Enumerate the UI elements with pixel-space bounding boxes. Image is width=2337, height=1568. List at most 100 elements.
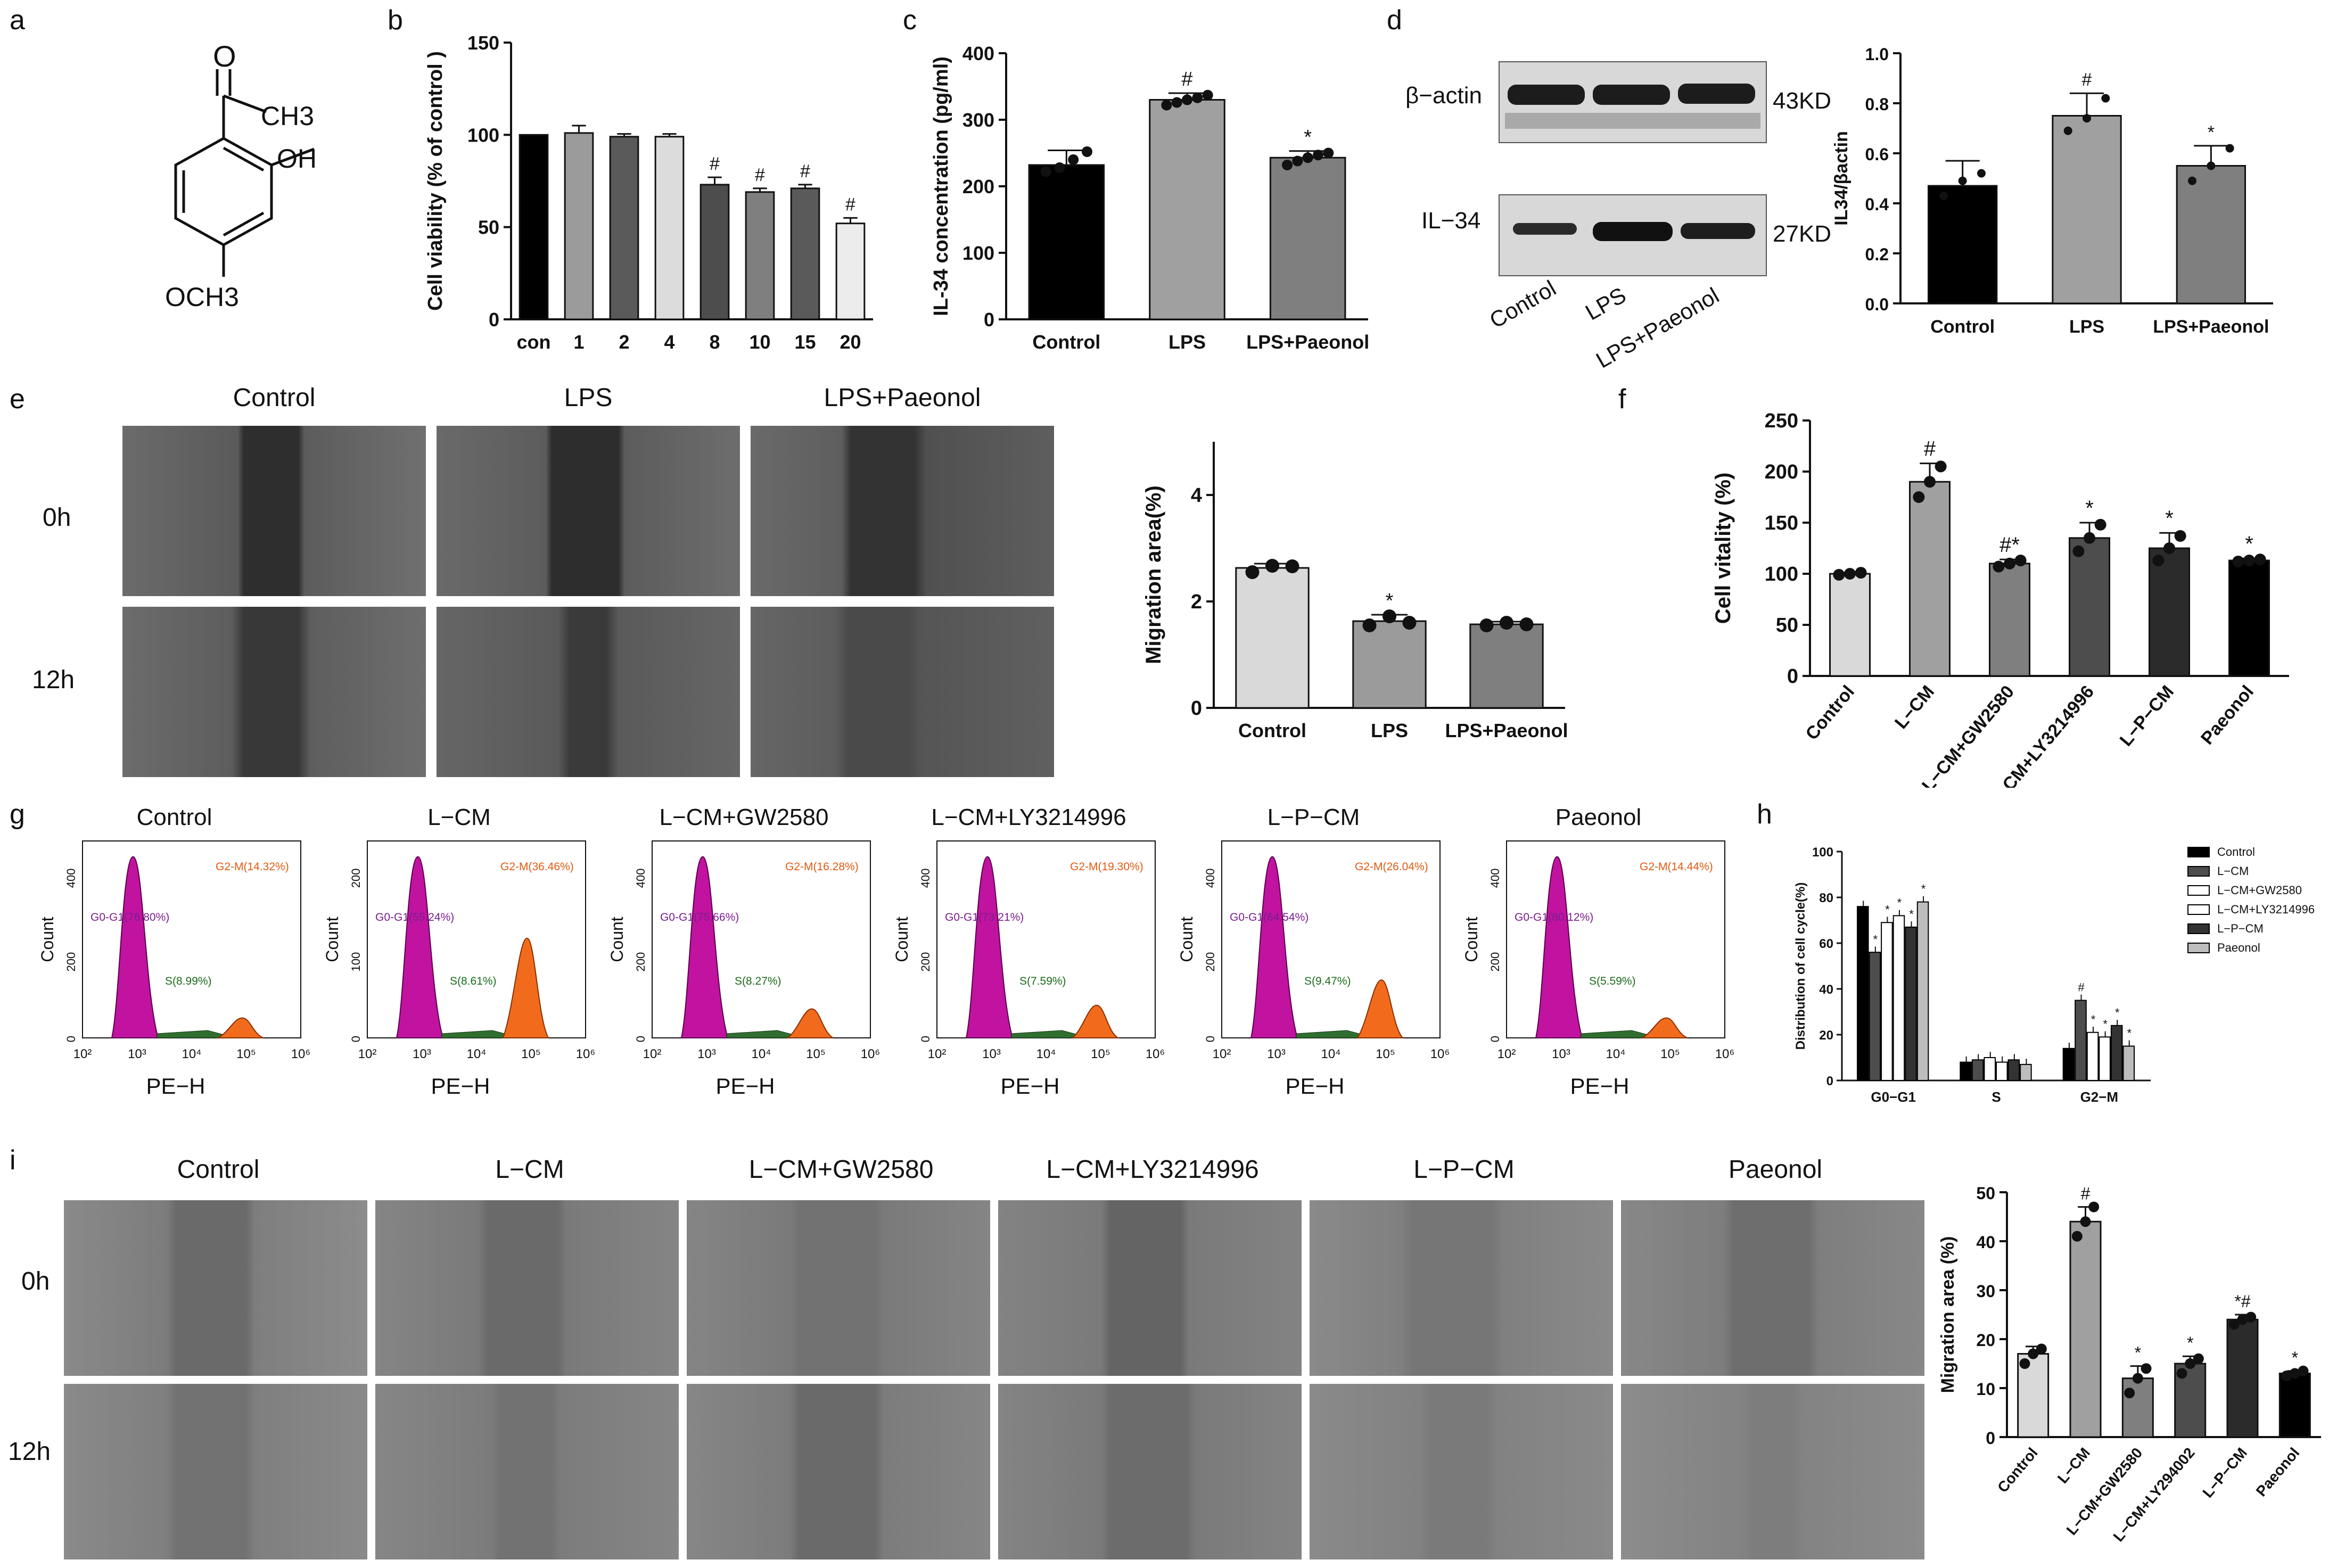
significance-mark: #	[755, 165, 765, 185]
actin-smear	[1505, 113, 1760, 129]
actin-band-lps	[1593, 85, 1670, 105]
significance-mark: #	[800, 161, 810, 181]
bar-2	[609, 136, 639, 320]
flow-y-tick: 200	[634, 952, 647, 972]
data-point	[2071, 1231, 2083, 1242]
x-category-label: 10	[749, 331, 770, 353]
data-point	[1519, 617, 1534, 631]
flow-x-tick: 10⁴	[1321, 1047, 1340, 1061]
data-point	[1977, 169, 1986, 178]
flow-x-tick: 10³	[128, 1047, 146, 1061]
methyl-group: CH3	[261, 101, 314, 131]
s-label: S(5.59%)	[1589, 975, 1636, 987]
data-point	[2083, 114, 2091, 123]
data-point	[1939, 191, 1948, 200]
y-tick-label: 40	[1819, 983, 1833, 997]
significance-mark: #	[845, 194, 855, 214]
y-axis-label: IL-34 concentration (pg/ml)	[930, 56, 952, 316]
panel-label-e: e	[10, 384, 25, 415]
scratch-i-lpcm-12h	[1310, 1384, 1613, 1559]
flow-x-tick: 10⁵	[1376, 1047, 1395, 1061]
bar-Control	[1028, 164, 1105, 320]
s-label: S(7.59%)	[1019, 975, 1066, 987]
flow-x-tick: 10³	[1552, 1047, 1570, 1061]
flow-x-tick: 10⁵	[806, 1047, 826, 1061]
data-point	[1245, 565, 1260, 579]
scratch-e-control-0h	[122, 426, 426, 596]
flow-y-tick: 400	[1204, 869, 1217, 888]
g2m-label: G2-M(36.46%)	[500, 861, 574, 873]
bar-L−CM	[2069, 1220, 2102, 1438]
y-tick-label: 200	[962, 176, 994, 197]
scratch-i-gw2580-0h	[687, 1200, 990, 1376]
scratch-e-title-control: Control	[233, 384, 316, 412]
scratch-e-lps-0h	[437, 426, 740, 596]
flow-y-tick: 200	[1204, 952, 1217, 972]
y-tick-label: 50	[1976, 1184, 1995, 1203]
significance-mark: *	[2187, 1333, 2193, 1352]
g0g1-peak	[1535, 856, 1582, 1038]
flow-y-tick: 0	[349, 1036, 363, 1042]
flow-y-tick: 0	[1204, 1036, 1217, 1042]
data-point	[1054, 162, 1065, 173]
actin-label: β−actin	[1405, 82, 1482, 109]
flow-y-tick: 0	[634, 1036, 647, 1042]
y-tick-label: 10	[1976, 1380, 1995, 1399]
flow-x-tick: 10⁵	[1660, 1047, 1680, 1061]
bar-L−CM-G2−M	[2075, 1000, 2087, 1081]
bar-20	[835, 222, 866, 320]
y-tick-label: 100	[467, 124, 499, 146]
scratch-e-control-12h	[122, 607, 426, 777]
significance-mark: *	[2292, 1348, 2298, 1367]
y-tick-label: 60	[1819, 937, 1833, 951]
flow-x-tick: 10⁶	[1146, 1047, 1165, 1061]
data-point	[2004, 557, 2015, 570]
flow-x-tick: 10⁴	[1036, 1047, 1056, 1061]
panel-label-a: a	[10, 5, 25, 36]
data-point	[1265, 559, 1279, 573]
scratch-i-paeonol-0h	[1621, 1200, 1924, 1376]
s-label: S(8.61%)	[450, 975, 497, 987]
bar-con	[519, 134, 549, 320]
flow-y-tick: 0	[64, 1036, 78, 1042]
g0g1-peak	[680, 856, 727, 1038]
panel-label-g: g	[10, 799, 25, 830]
flow-x-tick: 10⁶	[861, 1047, 881, 1061]
kd27-label: 27KD	[1773, 221, 1831, 247]
panel-label-h: h	[1757, 799, 1772, 830]
significance-mark: #	[1924, 438, 1936, 461]
y-tick-label: 0.0	[1865, 295, 1889, 314]
y-tick-label: 250	[1765, 410, 1798, 432]
flow-panel-1: L−CM 0 100 200 Count 10² 10³ 10⁴ 10⁵ 10⁶ PE−H G0-G1…	[323, 804, 595, 1099]
bar-L−CM+GW2580-G0−G1	[1881, 922, 1893, 1082]
flow-x-tick: 10²	[358, 1047, 377, 1061]
flow-x-tick: 10⁴	[751, 1047, 771, 1061]
legend-label: L−P−CM	[2217, 922, 2264, 935]
x-category-label: LPS	[1371, 720, 1408, 741]
y-tick-label: 200	[1765, 461, 1798, 483]
legend-label: Paeonol	[2217, 941, 2260, 954]
y-axis-label: Migration area(%)	[1142, 485, 1165, 664]
flow-xlabel: PE−H	[431, 1074, 490, 1099]
bar-Paeonol	[2228, 559, 2270, 677]
scratch-e-lps-12h	[437, 607, 740, 777]
flow-y-tick: 400	[919, 869, 932, 888]
lane-label-control: Control	[1485, 275, 1560, 333]
bar-10	[745, 191, 775, 320]
scratch-assay-e: Control LPS LPS+Paeonol	[117, 383, 1065, 782]
flow-x-tick: 10⁶	[1430, 1047, 1450, 1061]
scratch-assay-i: Control L−CM L−CM+GW2580 L−CM+LY3214996 …	[64, 1155, 1927, 1565]
bar-LPS+Paeonol	[1469, 623, 1544, 709]
y-tick-label: 50	[1776, 614, 1798, 637]
data-point	[1292, 155, 1303, 167]
bar-Control-S	[1960, 1061, 1972, 1082]
s-phase	[1296, 1030, 1363, 1038]
hydroxyl-group: OH	[277, 144, 317, 174]
flow-x-tick: 10²	[643, 1047, 662, 1061]
bar-Paeonol	[2278, 1372, 2311, 1438]
data-point	[2036, 1343, 2047, 1355]
data-point	[1993, 560, 2005, 573]
g0g1-label: G0-G1(80.12%)	[1515, 911, 1593, 923]
legend-label: Control	[2217, 845, 2255, 859]
flow-y-tick: 0	[1488, 1036, 1502, 1042]
